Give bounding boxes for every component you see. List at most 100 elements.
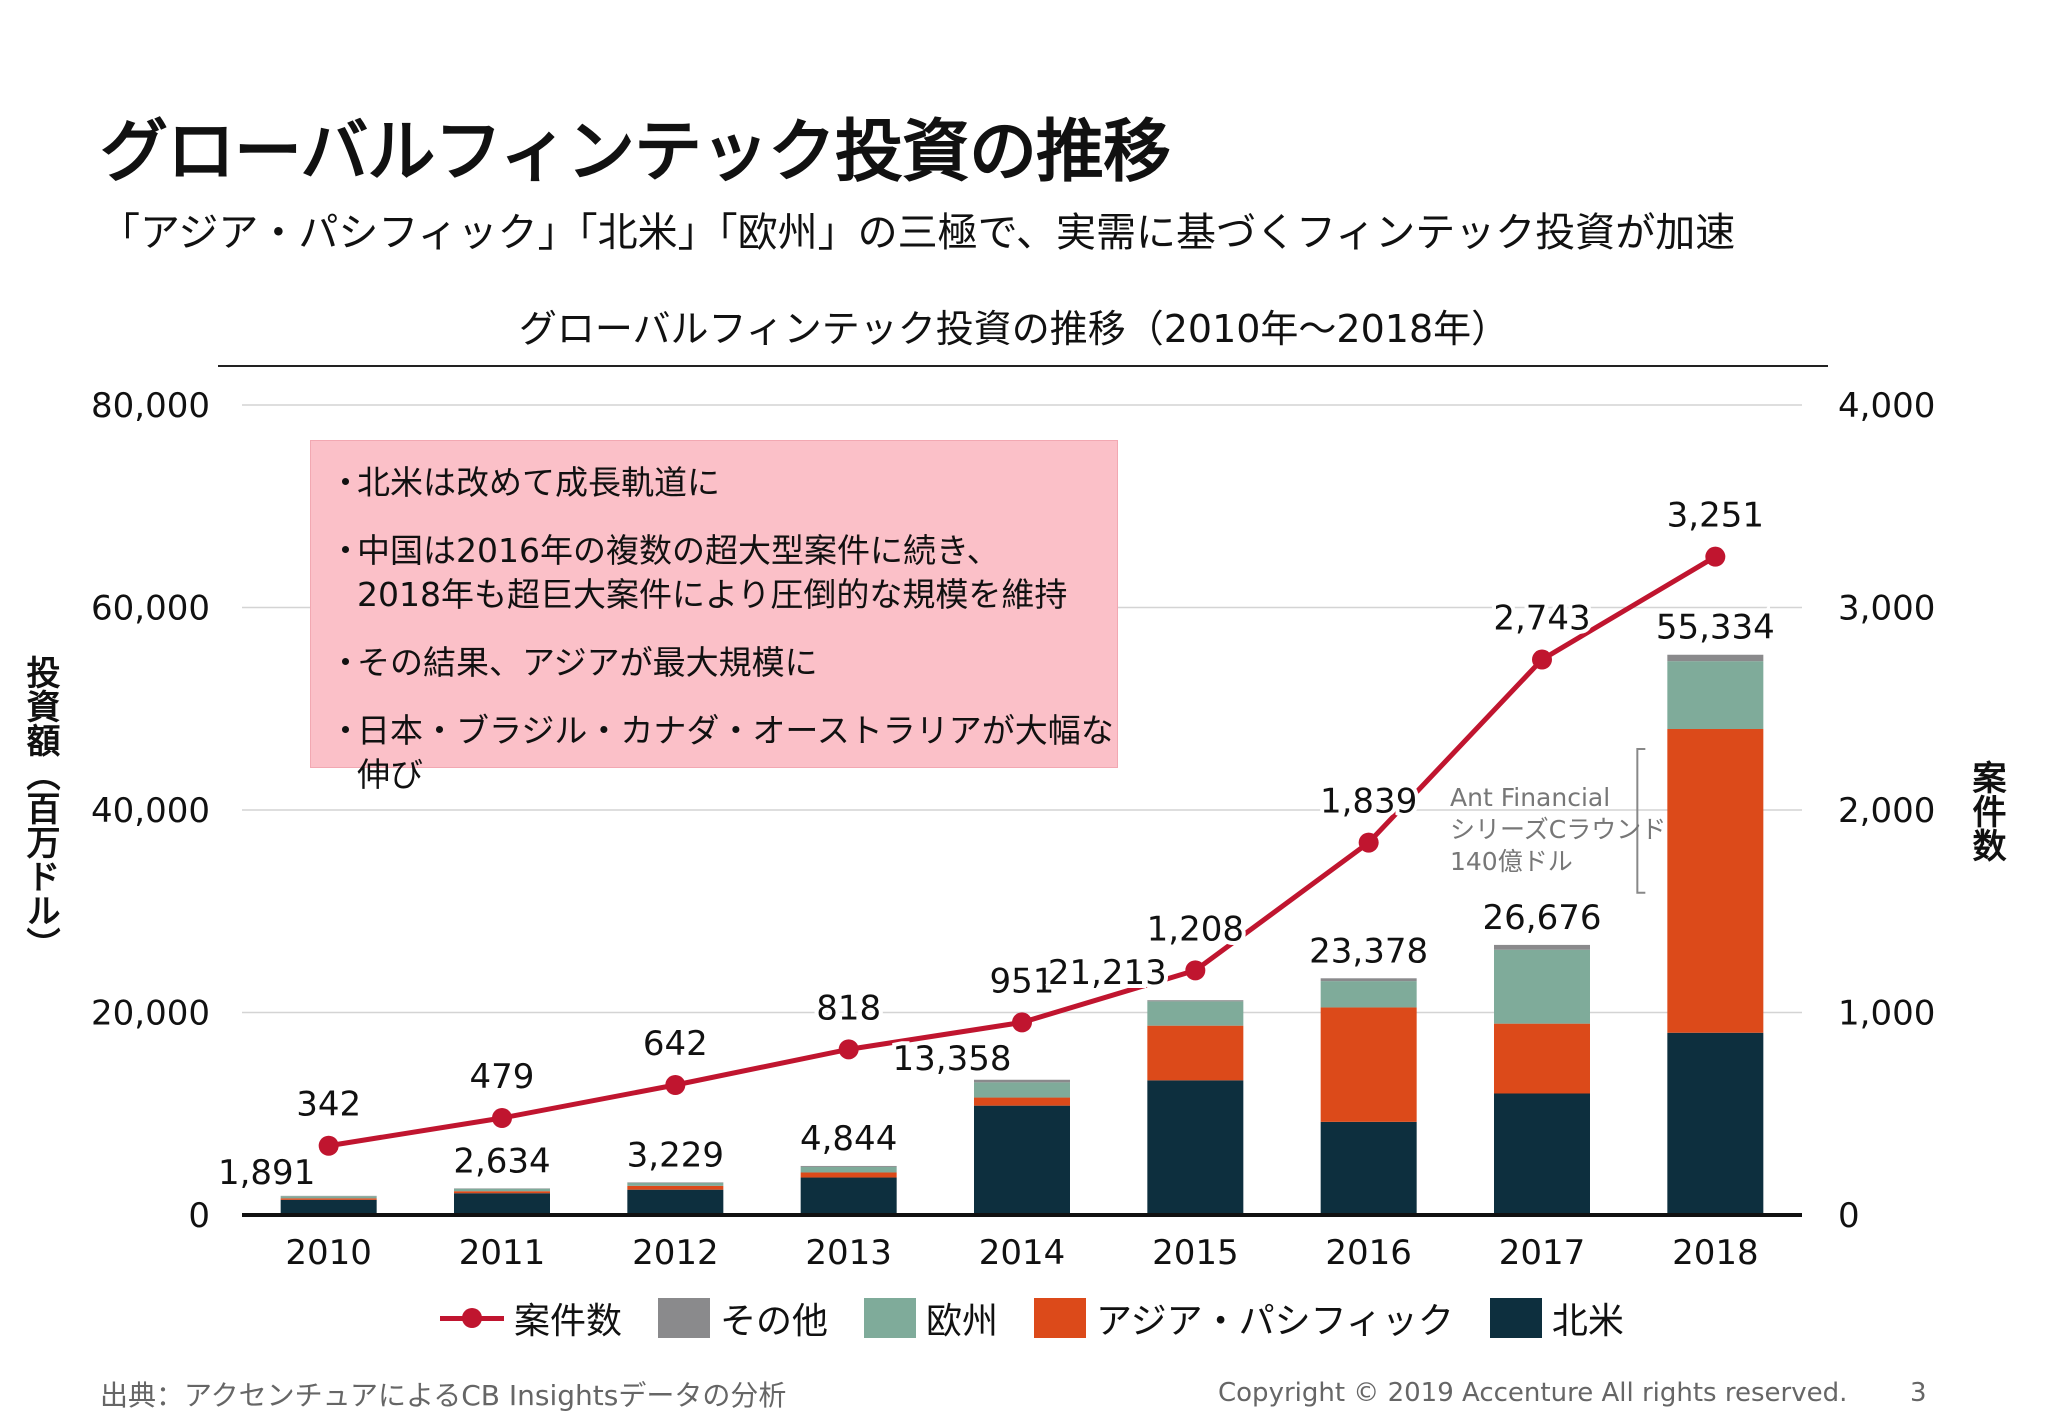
- deal-count-marker: [838, 1039, 859, 1060]
- deal-count-marker: [492, 1108, 512, 1129]
- deal-count-marker: [1012, 1012, 1032, 1033]
- bar-segment: [1147, 1000, 1244, 1002]
- x-tick-label: 2016: [1325, 1233, 1412, 1273]
- legend-label: 案件数: [514, 1301, 623, 1342]
- bar-segment: [1494, 944, 1590, 950]
- source-note: 出典：アクセンチュアによるCB Insightsデータの分析: [100, 1379, 787, 1412]
- bar-segment: [1320, 978, 1417, 982]
- callout-item: ・その結果、アジアが最大規模に: [329, 641, 1117, 685]
- bar-segment: [800, 1172, 897, 1178]
- bar-segment: [1667, 1032, 1764, 1215]
- deal-count-label: 479: [470, 1057, 535, 1097]
- bar-segment: [1320, 1121, 1417, 1215]
- bar-segment: [454, 1188, 550, 1192]
- deal-count-label: 1,208: [1147, 909, 1244, 949]
- callout-item: ・日本・ブラジル・カナダ・オーストラリアが大幅な伸び: [329, 709, 1117, 797]
- copyright: Copyright © 2019 Accenture All rights re…: [1218, 1378, 1848, 1408]
- bar-segment: [627, 1182, 724, 1186]
- annotation-text: シリーズCラウンド: [1450, 815, 1666, 844]
- y-tick-label: 20,000: [91, 994, 210, 1034]
- page-number: 3: [1910, 1378, 1927, 1408]
- deal-count-marker: [1185, 960, 1206, 981]
- x-tick-label: 2010: [285, 1233, 372, 1273]
- bar-total-label: 3,229: [627, 1135, 724, 1175]
- x-tick-label: 2011: [459, 1233, 546, 1273]
- chart-legend: 案件数 その他 欧州 アジア・パシフィック 北米: [440, 1292, 1660, 1344]
- bar-segment: [1494, 1023, 1590, 1094]
- bar-segment: [1147, 1080, 1244, 1215]
- bar-segment: [800, 1177, 897, 1215]
- y2-tick-label: 1,000: [1838, 994, 1935, 1034]
- x-tick-label: 2012: [632, 1233, 719, 1273]
- deal-count-label: 818: [816, 988, 881, 1028]
- bar-segment: [1320, 981, 1417, 1008]
- page-subtitle: 「アジア・パシフィック」「北米」「欧州」の三極で、実需に基づくフィンテック投資が…: [100, 210, 1736, 256]
- callout-text: 北米は改めて成長軌道に: [357, 463, 720, 502]
- bar-segment: [974, 1097, 1070, 1106]
- callout-box: ・北米は改めて成長軌道に・中国は2016年の複数の超大型案件に続き、 2018年…: [310, 440, 1118, 794]
- legend-swatch: [1034, 1298, 1087, 1338]
- y-tick-label: 60,000: [91, 589, 210, 629]
- legend-label: その他: [720, 1301, 829, 1342]
- x-tick-label: 2013: [805, 1233, 892, 1273]
- bar-total-label: 1,891: [218, 1153, 315, 1193]
- deal-count-marker: [665, 1074, 686, 1095]
- bar-segment: [1494, 1093, 1590, 1215]
- bar-segment: [280, 1198, 377, 1200]
- x-tick-label: 2017: [1499, 1233, 1586, 1273]
- callout-text: その結果、アジアが最大規模に: [357, 643, 818, 682]
- bar-segment: [1320, 1007, 1417, 1122]
- bar-total-label: 2,634: [453, 1141, 550, 1181]
- deal-count-label: 342: [296, 1085, 361, 1125]
- bar-total-label: 23,378: [1309, 931, 1428, 971]
- legend-label: アジア・パシフィック: [1096, 1301, 1454, 1342]
- bar-segment: [1147, 1025, 1244, 1081]
- legend-item: 欧州: [864, 1292, 998, 1344]
- legend-item: その他: [658, 1292, 828, 1344]
- bar-segment: [1147, 1001, 1244, 1026]
- deal-count-marker: [318, 1135, 339, 1156]
- bar-segment: [627, 1189, 724, 1215]
- legend-swatch: [1489, 1298, 1542, 1338]
- deal-count-marker: [1705, 546, 1726, 567]
- bullet: ・: [329, 531, 362, 570]
- x-tick-label: 2018: [1672, 1233, 1759, 1273]
- legend-swatch: [864, 1298, 917, 1338]
- callout-text: 中国は2016年の複数の超大型案件に続き、 2018年も超巨大案件により圧倒的な…: [357, 531, 1068, 614]
- deal-count-label: 2,743: [1493, 599, 1590, 639]
- legend-swatch: [658, 1298, 711, 1338]
- bar-segment: [1667, 654, 1764, 662]
- y2-tick-label: 4,000: [1838, 386, 1935, 426]
- y-tick-label: 80,000: [91, 386, 210, 426]
- y2-axis-title: 案件数: [1966, 760, 2006, 862]
- page-title: グローバルフィンテック投資の推移: [100, 113, 1171, 192]
- bar-segment: [1494, 949, 1590, 1024]
- annotation-text: 140億ドル: [1450, 847, 1573, 876]
- deal-count-label: 1,839: [1320, 782, 1417, 822]
- annotation-text: Ant Financial: [1450, 783, 1610, 812]
- bar-segment: [1667, 729, 1764, 1033]
- bar-segment: [454, 1193, 550, 1215]
- legend-item: 案件数: [440, 1292, 622, 1344]
- bar-segment: [627, 1185, 724, 1190]
- chart-title: グローバルフィンテック投資の推移（2010年～2018年）: [519, 307, 1509, 351]
- x-tick-label: 2014: [979, 1233, 1066, 1273]
- deal-count-marker: [1532, 649, 1552, 670]
- bar-total-label: 55,334: [1656, 608, 1775, 648]
- bar-total-label: 13,358: [893, 1039, 1012, 1079]
- bar-segment: [974, 1079, 1070, 1083]
- bullet: ・: [329, 711, 362, 750]
- y2-tick-label: 2,000: [1838, 791, 1935, 831]
- bar-segment: [280, 1199, 377, 1215]
- bullet: ・: [329, 643, 362, 682]
- y-axis-title: 投資額（百万ドル）: [20, 655, 60, 961]
- annotation-bracket: [1636, 748, 1646, 894]
- deal-count-label: 642: [643, 1024, 708, 1064]
- legend-line-marker: [440, 1300, 504, 1336]
- bar-segment: [974, 1082, 1070, 1098]
- callout-text: 日本・ブラジル・カナダ・オーストラリアが大幅な伸び: [357, 711, 1114, 794]
- callout-item: ・北米は改めて成長軌道に: [329, 461, 1117, 505]
- bar-segment: [454, 1191, 550, 1194]
- x-tick-label: 2015: [1152, 1233, 1239, 1273]
- y2-tick-label: 3,000: [1838, 589, 1935, 629]
